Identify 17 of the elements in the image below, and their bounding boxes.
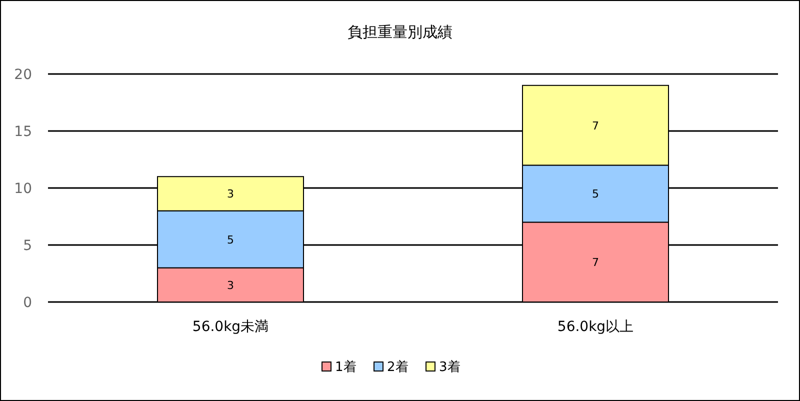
legend-label: 2着 — [387, 359, 408, 375]
data-label: 3 — [227, 278, 234, 292]
title: 負担重量別成績 — [348, 23, 452, 41]
y-tick-label: 10 — [14, 181, 32, 197]
legend-label: 3着 — [439, 359, 460, 375]
data-label: 3 — [227, 188, 234, 201]
x-tick-label: 56.0kg未満 — [192, 319, 269, 335]
y-tick-label: 15 — [14, 124, 32, 140]
data-label: 5 — [227, 233, 234, 246]
legend-label: 1着 — [335, 359, 356, 375]
x-tick-label: 56.0kg以上 — [557, 319, 634, 335]
data-label: 7 — [592, 256, 599, 270]
y-tick-label: 0 — [23, 295, 32, 311]
data-label: 7 — [592, 119, 599, 132]
y-tick-label: 5 — [23, 238, 32, 254]
y-tick-label: 20 — [14, 67, 32, 83]
data-label: 5 — [592, 188, 599, 201]
